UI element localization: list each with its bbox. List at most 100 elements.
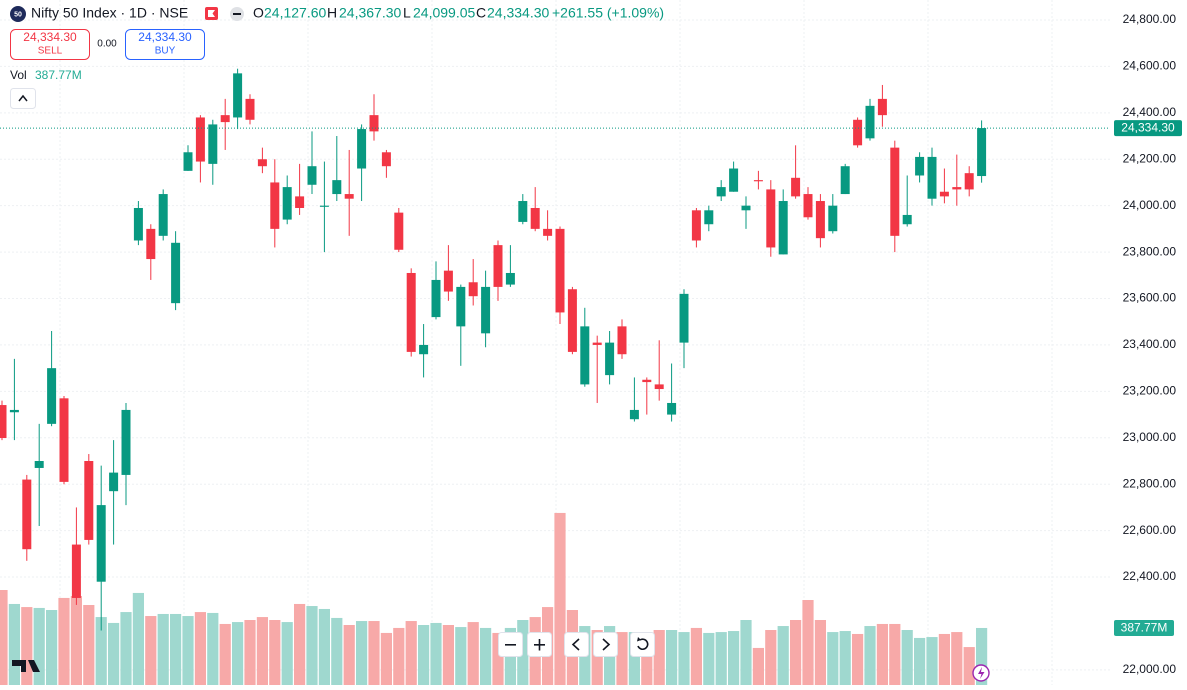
reset-icon — [637, 638, 649, 650]
volume-bar — [666, 630, 678, 685]
candle-body — [629, 409, 639, 420]
y-tick-label: 23,200.00 — [1123, 384, 1177, 398]
candle-body — [59, 398, 69, 482]
candle-body — [319, 205, 329, 207]
volume-bar — [852, 633, 864, 685]
candle-body — [915, 156, 925, 176]
candle-body — [456, 286, 466, 327]
candle-body — [617, 326, 627, 355]
candle-body — [295, 196, 305, 208]
volume-bar — [232, 622, 244, 685]
candle-body — [208, 124, 218, 164]
candle-body — [803, 194, 813, 218]
volume-bar — [492, 632, 504, 685]
candle-body — [716, 187, 726, 197]
candle-body — [158, 194, 168, 236]
vol-label: Vol — [10, 68, 27, 82]
volume-bar — [83, 605, 95, 685]
vol-value: 387.77M — [35, 68, 82, 82]
volume-bar — [938, 633, 950, 685]
candle-body — [431, 279, 441, 318]
volume-bar — [690, 627, 702, 685]
sell-label: SELL — [38, 46, 63, 57]
candle-body — [84, 460, 94, 540]
candle-body — [468, 282, 478, 297]
sell-button[interactable] — [10, 29, 90, 60]
candle-body — [406, 272, 416, 352]
candle-body — [567, 289, 577, 352]
volume-bar — [628, 632, 640, 685]
candle-body — [952, 187, 962, 190]
candle-body — [741, 205, 751, 211]
volume-bar — [480, 627, 492, 685]
candle-body — [96, 505, 106, 582]
spread: 0.00 — [97, 39, 117, 50]
y-tick-label: 22,800.00 — [1123, 476, 1177, 490]
volume-bar — [430, 622, 442, 685]
candle-body — [257, 159, 267, 167]
volume-bar — [814, 620, 826, 685]
volume-bar — [455, 627, 467, 685]
candle-body — [902, 214, 912, 225]
volume-bar — [591, 630, 603, 685]
candle-body — [220, 115, 230, 123]
volume-bar — [914, 637, 926, 685]
h-value: 24,367.30 — [339, 5, 401, 21]
volume-bar — [405, 621, 417, 685]
volume-bar — [678, 632, 690, 685]
scroll-right-button[interactable] — [593, 632, 618, 657]
volume-bar — [182, 616, 194, 685]
buy-button[interactable] — [125, 29, 205, 60]
candle-body — [233, 73, 243, 118]
scroll-left-button[interactable] — [564, 632, 589, 657]
candle-body — [828, 205, 838, 232]
logo — [10, 6, 26, 22]
candle-body — [877, 98, 887, 116]
candle-body — [307, 166, 317, 185]
volume-bar — [554, 512, 566, 685]
volume-bar — [901, 630, 913, 685]
reset-button[interactable] — [630, 632, 655, 657]
candle-body — [195, 117, 205, 162]
sell-price: 24,334.30 — [23, 30, 77, 44]
h-label: H — [327, 5, 337, 21]
volume-bar — [281, 622, 293, 685]
hide-icon-bar — [233, 13, 241, 15]
candle-body — [543, 228, 553, 236]
symbol[interactable]: Nifty 50 Index · 1D · NSE — [31, 5, 188, 21]
candle-body — [443, 270, 453, 292]
candle-body — [394, 212, 404, 250]
volume-bar — [703, 632, 715, 685]
volume-bar — [951, 632, 963, 685]
candle-body — [642, 379, 652, 383]
volume-bar — [790, 620, 802, 685]
volume-bar — [876, 623, 888, 685]
candle-body — [245, 98, 255, 120]
volume-bar — [827, 632, 839, 685]
candle-body — [729, 168, 739, 192]
candle-body — [0, 405, 7, 439]
candle-body — [592, 342, 602, 345]
candle-body — [530, 207, 540, 229]
last-volume-box — [1114, 619, 1174, 636]
volume-bar — [616, 632, 628, 685]
volume-bar — [145, 616, 157, 685]
candle-body — [344, 194, 354, 199]
volume-bar — [976, 627, 988, 685]
y-tick-label: 24,400.00 — [1123, 105, 1177, 119]
last-price-box — [1114, 120, 1182, 137]
y-tick-label: 22,600.00 — [1123, 523, 1177, 537]
volume-bar — [95, 617, 107, 685]
volume-bar — [715, 632, 727, 685]
scroll-right-icon — [602, 638, 611, 651]
candle-body — [332, 180, 342, 195]
y-tick-label: 22,000.00 — [1123, 662, 1177, 676]
price-axis: 24,800.00 24,600.00 24,400.00 24,200.00 24,0… — [1114, 12, 1182, 676]
candle-body — [357, 129, 367, 169]
candle-body — [865, 105, 875, 139]
candle-body — [667, 402, 677, 415]
last-volume-label: 387.77M — [1121, 621, 1168, 635]
collapse-button[interactable] — [10, 88, 36, 109]
candle-body — [183, 152, 193, 171]
volume-bar — [108, 622, 120, 685]
